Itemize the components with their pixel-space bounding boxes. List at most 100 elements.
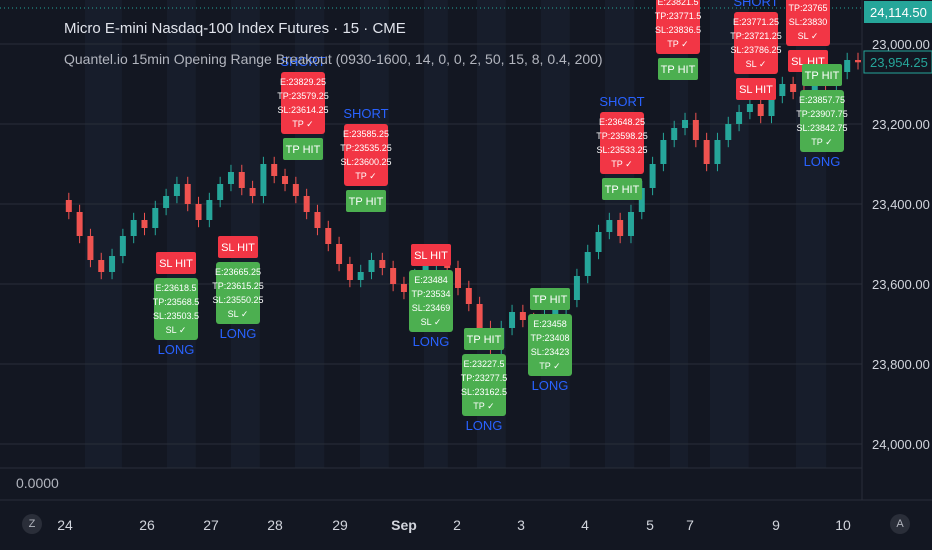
time-tick-label: 26 — [139, 517, 155, 533]
time-tick-label: Sep — [391, 517, 417, 533]
signal-line: E:23618.5 — [155, 283, 196, 293]
hit-badge — [411, 244, 451, 266]
auto-scale-button[interactable]: A — [890, 514, 910, 534]
candle-body — [206, 200, 213, 220]
candle-body — [573, 276, 580, 300]
candle-body — [292, 184, 299, 196]
signal-line: E:23648.25 — [599, 117, 645, 127]
signal-short[interactable]: E:23585.25 TP:23535.25 SL:23600.25 TP ✓ SHOR… — [340, 106, 392, 212]
signal-box — [344, 124, 388, 186]
signal-long[interactable]: E:23665.25 TP:23615.25 SL:23550.25 SL ✓ LONG… — [212, 236, 264, 341]
candle-body — [638, 188, 645, 212]
time-axis[interactable]: 24 26 27 28 29 Sep 2 3 4 5 7 9 10 — [57, 517, 851, 533]
signal-line: E:23857.75 — [799, 95, 845, 105]
signal-line: E:23665.25 — [215, 267, 261, 277]
time-tick-label: 24 — [57, 517, 73, 533]
signal-short[interactable]: E:23829.25 TP:23579.25 SL:23614.25 TP ✓ SHOR… — [277, 54, 329, 160]
hit-badge-text: SL HIT — [221, 242, 255, 254]
candles — [65, 52, 861, 356]
hit-badge-text: TP HIT — [467, 334, 502, 346]
time-tick-label: 29 — [332, 517, 348, 533]
signal-label: LONG — [804, 154, 841, 169]
time-tick-label: 9 — [772, 517, 780, 533]
signal-long[interactable]: E:23458 TP:23408 SL:23423 TP ✓ LONG TP HIT — [528, 288, 572, 393]
hit-badge — [802, 64, 842, 86]
price-tick-label: 24,000.00 — [872, 437, 930, 452]
signal-line: SL:23786.25 — [730, 45, 781, 55]
time-tick-label: 7 — [686, 517, 694, 533]
price-scale[interactable]: 24,000.00 23,800.00 23,600.00 23,400.00 23,2… — [872, 37, 930, 452]
candle-body — [184, 184, 191, 204]
time-tick-label: 2 — [453, 517, 461, 533]
signal-label: SHORT — [599, 94, 644, 109]
hit-badge — [464, 328, 504, 350]
price-tick-label: 23,600.00 — [872, 277, 930, 292]
hit-badge-text: TP HIT — [605, 184, 640, 196]
signal-line: TP ✓ — [539, 361, 560, 371]
signal-line: SL:23162.5 — [461, 387, 507, 397]
session-band — [541, 0, 570, 468]
session-band — [167, 0, 196, 468]
signal-long[interactable]: E:23484 TP:23534 SL:23469 SL ✓ LONG SL HIT — [409, 244, 453, 349]
hit-badge-text: TP HIT — [286, 144, 321, 156]
hit-badge-text: TP HIT — [349, 196, 384, 208]
signal-box — [216, 262, 260, 324]
candle-body — [227, 172, 234, 184]
candle-body — [65, 200, 72, 212]
signal-line: E:23829.25 — [280, 77, 326, 87]
signal-long[interactable]: E:23857.75 TP:23907.75 SL:23842.75 TP ✓ LONG… — [796, 64, 848, 169]
hit-badge — [156, 252, 196, 274]
signal-line: SL:23830 — [789, 17, 828, 27]
candle-body — [660, 140, 667, 164]
candle-body — [130, 220, 137, 236]
candle-body — [465, 288, 472, 304]
signal-line: TP ✓ — [355, 171, 376, 181]
candle-body — [238, 172, 245, 188]
candle-body — [736, 112, 743, 124]
candle-body — [757, 104, 764, 116]
zoom-button[interactable]: Z — [22, 514, 42, 534]
chart-title[interactable]: Micro E-mini Nasdaq-100 Index Futures · … — [64, 20, 406, 37]
signal-line: TP ✓ — [611, 159, 632, 169]
candle-body — [357, 272, 364, 280]
candle-body — [76, 212, 83, 236]
signal-line: TP:23535.25 — [340, 143, 392, 153]
indicator-legend[interactable]: Quantel.io 15min Opening Range Breakout … — [64, 51, 603, 67]
candle-body — [314, 212, 321, 228]
signal-long[interactable]: E:23227.5 TP:23277.5 SL:23162.5 TP ✓ LONG TP … — [461, 328, 508, 433]
candle-body — [217, 184, 224, 200]
hit-badge-text: TP HIT — [805, 70, 840, 82]
candle-body — [325, 228, 332, 244]
signal-short[interactable]: E:23771.25 TP:23721.25 SL:23786.25 SL ✓ SHOR… — [730, 0, 782, 100]
candle-body — [682, 120, 689, 128]
signal-line: E:23771.25 — [733, 17, 779, 27]
signal-line: E:23227.5 — [463, 359, 504, 369]
signal-line: E:23585.25 — [343, 129, 389, 139]
candle-body — [379, 260, 386, 268]
signal-line: TP:23598.25 — [596, 131, 648, 141]
signal-line: TP ✓ — [811, 137, 832, 147]
price-tick-label: 23,000.00 — [872, 37, 930, 52]
signal-line: SL ✓ — [166, 325, 187, 335]
signal-long[interactable]: E:23618.5 TP:23568.5 SL:23503.5 SL ✓ LONG SL … — [153, 252, 200, 357]
orb-signals: E:23618.5 TP:23568.5 SL:23503.5 SL ✓ LONG SL … — [153, 0, 848, 433]
signal-label: LONG — [220, 326, 257, 341]
session-band — [295, 0, 325, 468]
candle-body — [811, 76, 818, 100]
candle-body — [109, 256, 116, 272]
hit-badge — [602, 178, 642, 200]
signal-line: SL:23836.5 — [655, 25, 701, 35]
signal-short[interactable]: E:23648.25 TP:23598.25 SL:23533.25 TP ✓ SHOR… — [596, 94, 648, 200]
signal-short[interactable]: E:23821.5TP:23771.5SL:23836.5TP ✓SHORTTP… — [655, 0, 702, 80]
signal-line: TP:23277.5 — [461, 373, 508, 383]
signal-line: TP:23765 — [788, 3, 827, 13]
price-tags: 24,114.50 23,954.25 0.0000 — [16, 1, 932, 491]
session-bands — [85, 0, 827, 468]
candle-body — [692, 120, 699, 140]
session-band — [670, 0, 688, 468]
signal-line: SL:23423 — [531, 347, 570, 357]
top-price-tag — [864, 1, 932, 23]
signal-line: E:23458 — [533, 319, 567, 329]
